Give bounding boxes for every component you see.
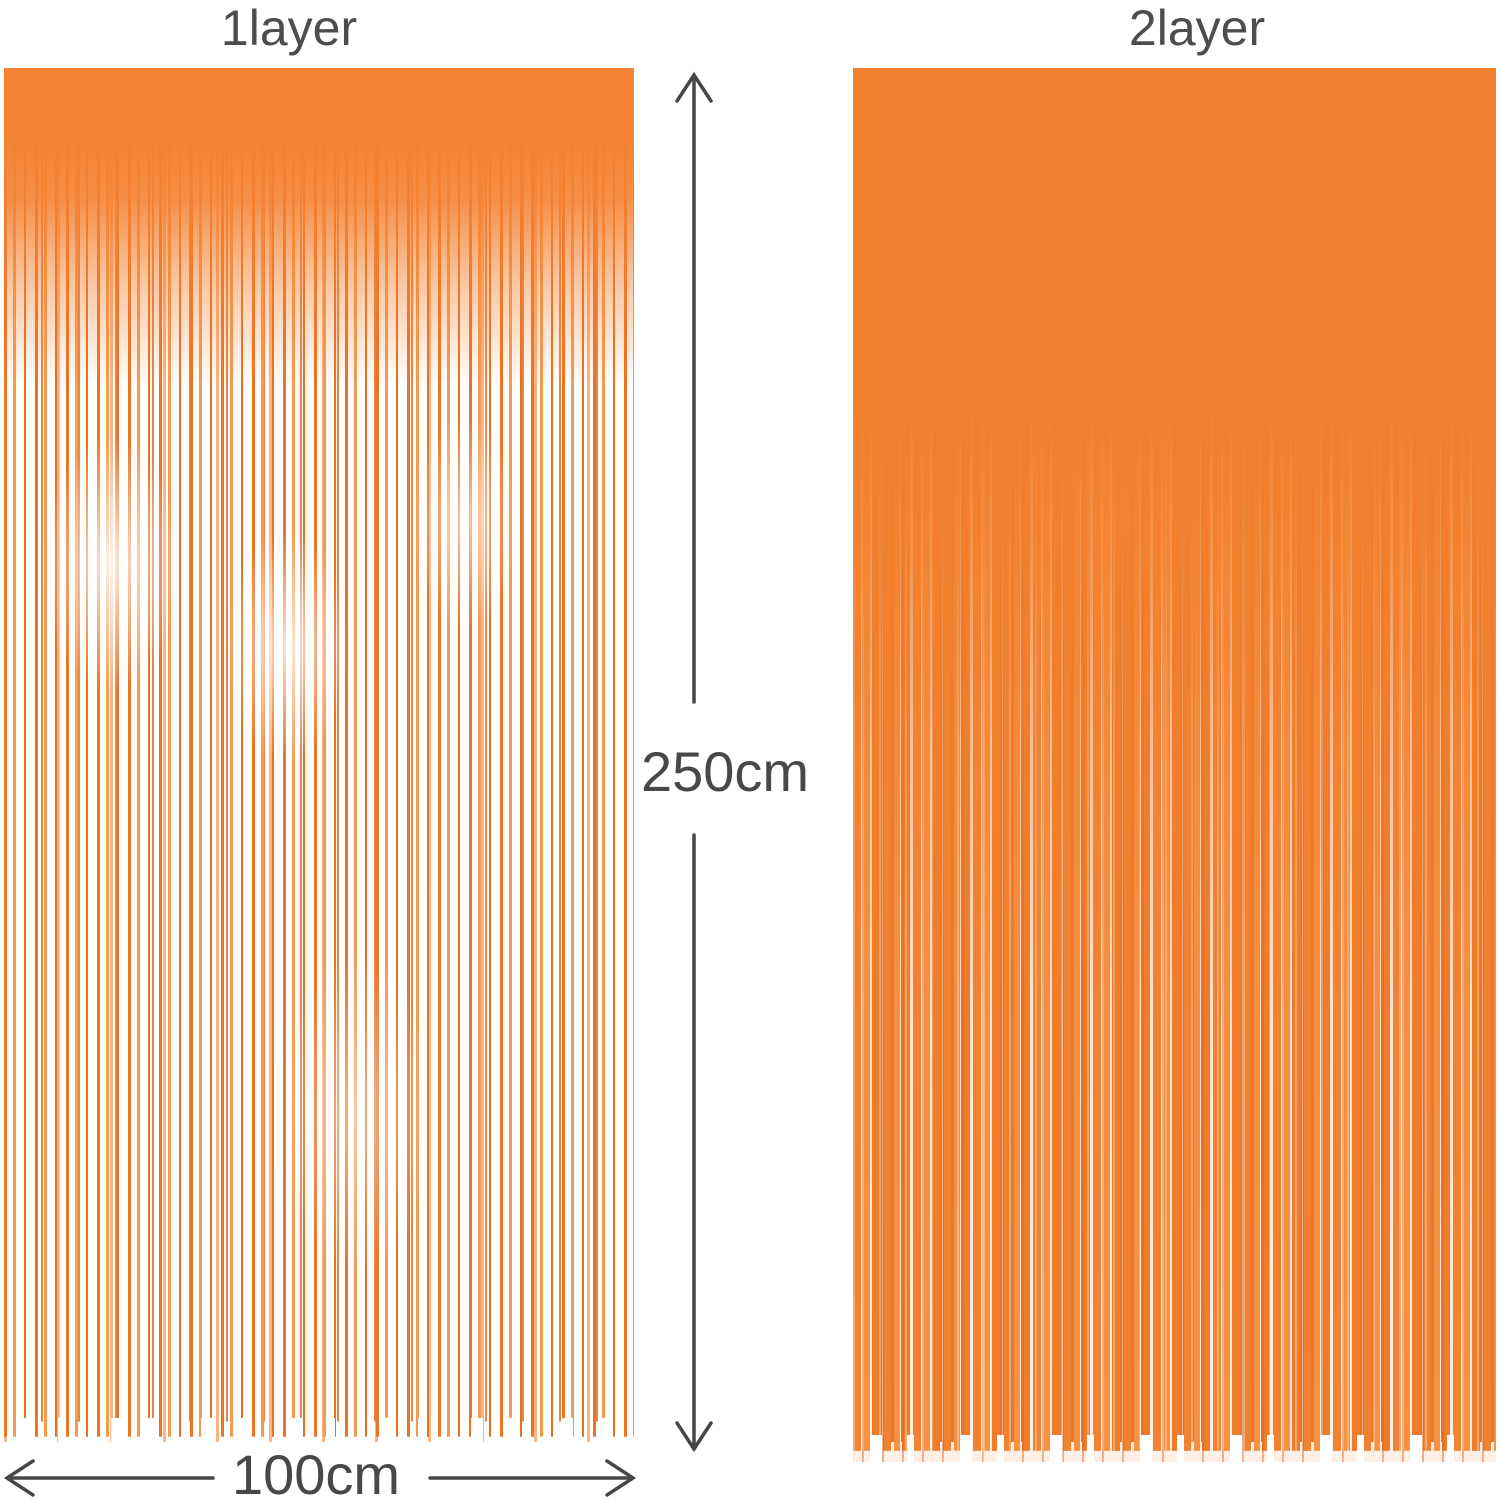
- curtain1-layer-label: 1layer: [220, 0, 358, 56]
- height-dimension-label: 250cm: [640, 740, 810, 803]
- foil-fringe-curtain-2layer: [853, 68, 1496, 1463]
- width-arrow-head-right-icon: [605, 1459, 637, 1497]
- height-arrow-head-top-icon: [675, 71, 713, 103]
- width-dimension-label: 100cm: [231, 1443, 401, 1500]
- height-arrow-head-bottom-icon: [675, 1421, 713, 1453]
- foil-fringe-curtain-1layer: [4, 68, 634, 1446]
- curtain2-layer-label: 2layer: [1128, 0, 1266, 56]
- width-arrow-head-left-icon: [3, 1459, 35, 1497]
